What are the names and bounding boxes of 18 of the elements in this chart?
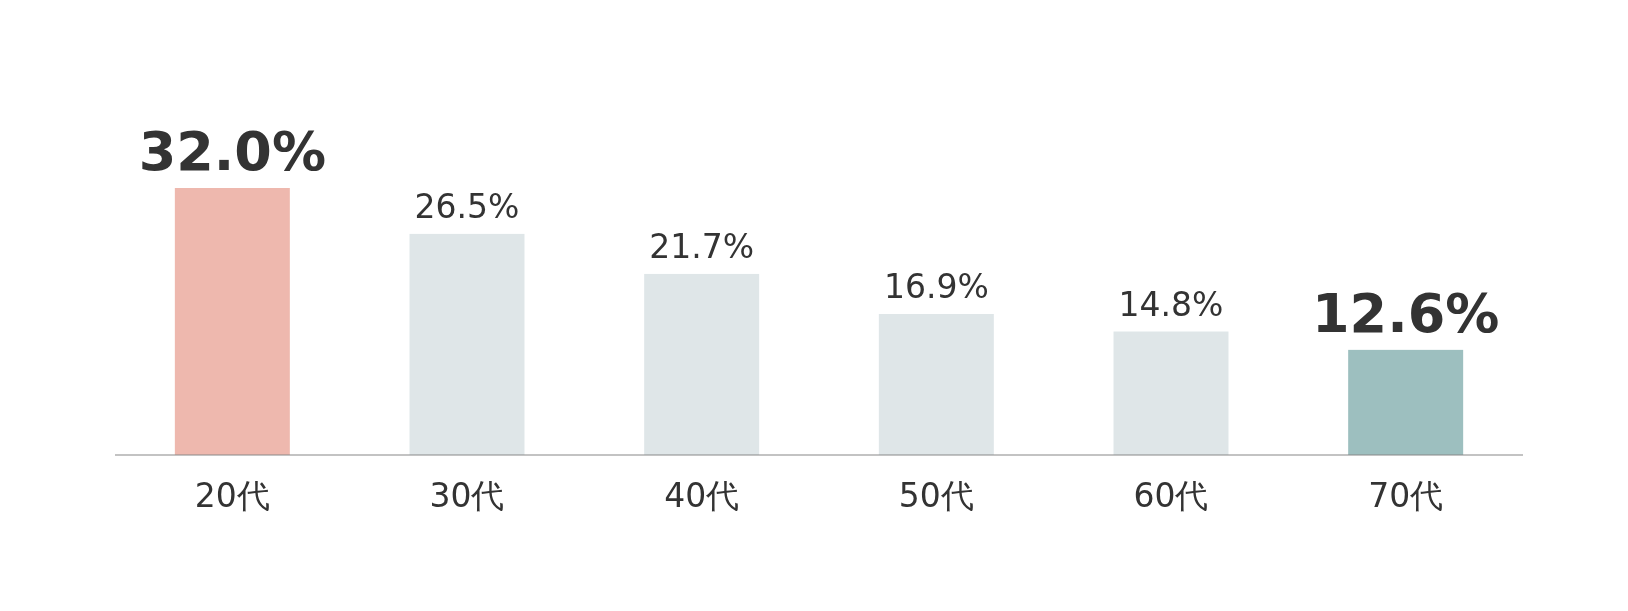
bar bbox=[1113, 331, 1229, 455]
data-label: 32.0% bbox=[138, 120, 327, 183]
bar bbox=[878, 313, 994, 455]
data-label: 14.8% bbox=[1118, 284, 1224, 324]
bar bbox=[644, 273, 760, 455]
data-label: 16.9% bbox=[883, 266, 989, 306]
x-tick-label: 60代 bbox=[1133, 476, 1209, 515]
x-tick-label: 30代 bbox=[429, 476, 505, 515]
bar bbox=[174, 188, 290, 455]
bar bbox=[409, 233, 525, 455]
data-label: 21.7% bbox=[649, 226, 755, 266]
x-tick-label: 50代 bbox=[898, 476, 974, 515]
bar bbox=[1348, 349, 1464, 455]
x-tick-label: 70代 bbox=[1368, 476, 1444, 515]
x-tick-label: 20代 bbox=[194, 476, 270, 515]
data-label: 12.6% bbox=[1311, 281, 1500, 345]
data-label: 26.5% bbox=[414, 186, 520, 226]
x-tick-label: 40代 bbox=[664, 476, 740, 515]
